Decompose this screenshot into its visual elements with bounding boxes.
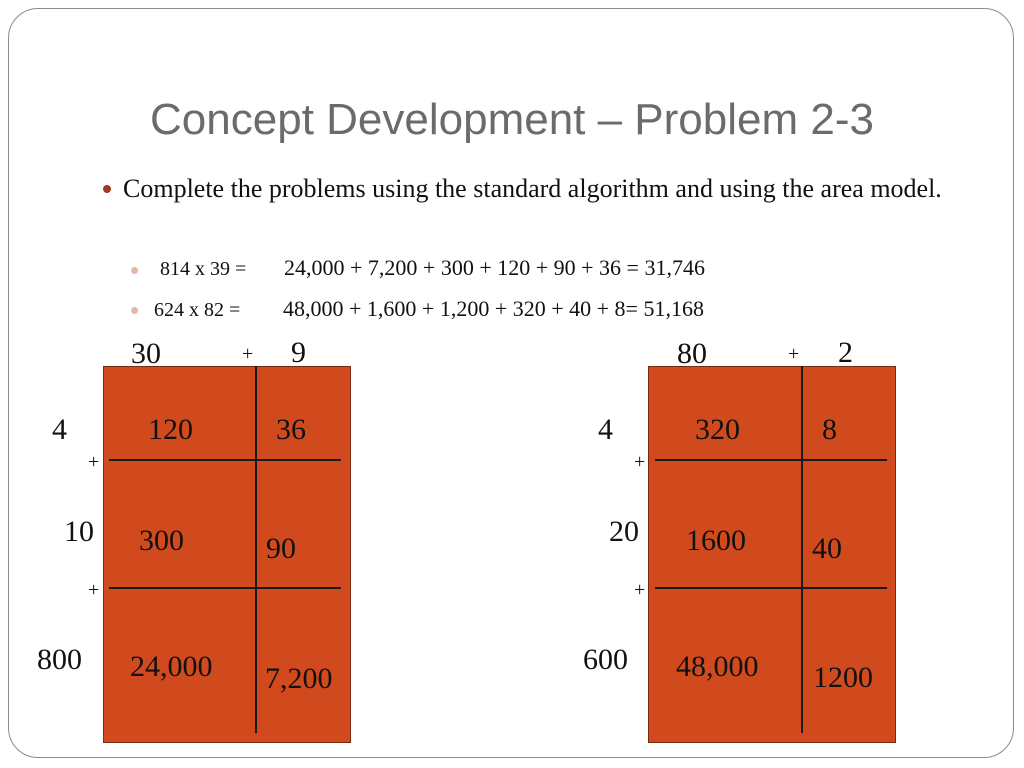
sub-bullet-dot	[131, 267, 138, 274]
side-label: 20	[609, 515, 639, 548]
divider-horizontal	[655, 587, 887, 589]
side-label: 800	[37, 643, 82, 676]
side-plus: +	[88, 451, 100, 473]
top-label: 9	[291, 336, 306, 369]
side-plus: +	[88, 579, 100, 601]
cell-value: 320	[695, 413, 740, 446]
side-label: 600	[583, 643, 628, 676]
cell-value: 8	[822, 413, 837, 446]
cell-value: 90	[266, 532, 296, 565]
cell-value: 120	[148, 413, 193, 446]
cell-value: 1200	[813, 661, 873, 694]
divider-horizontal	[655, 459, 887, 461]
bullet-text: Complete the problems using the standard…	[123, 174, 942, 203]
top-label: 2	[838, 336, 853, 369]
cell-value: 40	[812, 532, 842, 565]
cell-value: 7,200	[265, 662, 333, 695]
divider-vertical	[801, 366, 803, 733]
side-label: 10	[64, 515, 94, 548]
equation-expression: 624 x 82 =	[154, 299, 241, 321]
cell-value: 1600	[686, 524, 746, 557]
cell-value: 36	[276, 413, 306, 446]
side-plus: +	[634, 451, 646, 473]
slide-title: Concept Development – Problem 2-3	[150, 95, 874, 144]
equation-expression: 814 x 39 =	[160, 258, 247, 280]
cell-value: 300	[139, 524, 184, 557]
top-label: 80	[677, 337, 707, 370]
cell-value: 48,000	[676, 650, 759, 683]
divider-horizontal	[109, 459, 341, 461]
cell-value: 24,000	[130, 650, 213, 683]
side-label: 4	[598, 413, 613, 446]
equation-result: 24,000 + 7,200 + 300 + 120 + 90 + 36 = 3…	[284, 255, 705, 280]
bullet-dot	[103, 185, 111, 193]
equation-result: 48,000 + 1,600 + 1,200 + 320 + 40 + 8= 5…	[283, 296, 704, 321]
side-plus: +	[634, 579, 646, 601]
sub-bullet-dot	[131, 307, 138, 314]
side-label: 4	[52, 413, 67, 446]
top-plus: +	[242, 343, 254, 365]
area-rectangle	[648, 366, 896, 743]
area-rectangle	[103, 366, 351, 743]
top-plus: +	[788, 343, 800, 365]
divider-vertical	[255, 366, 257, 733]
divider-horizontal	[109, 587, 341, 589]
top-label: 30	[131, 337, 161, 370]
